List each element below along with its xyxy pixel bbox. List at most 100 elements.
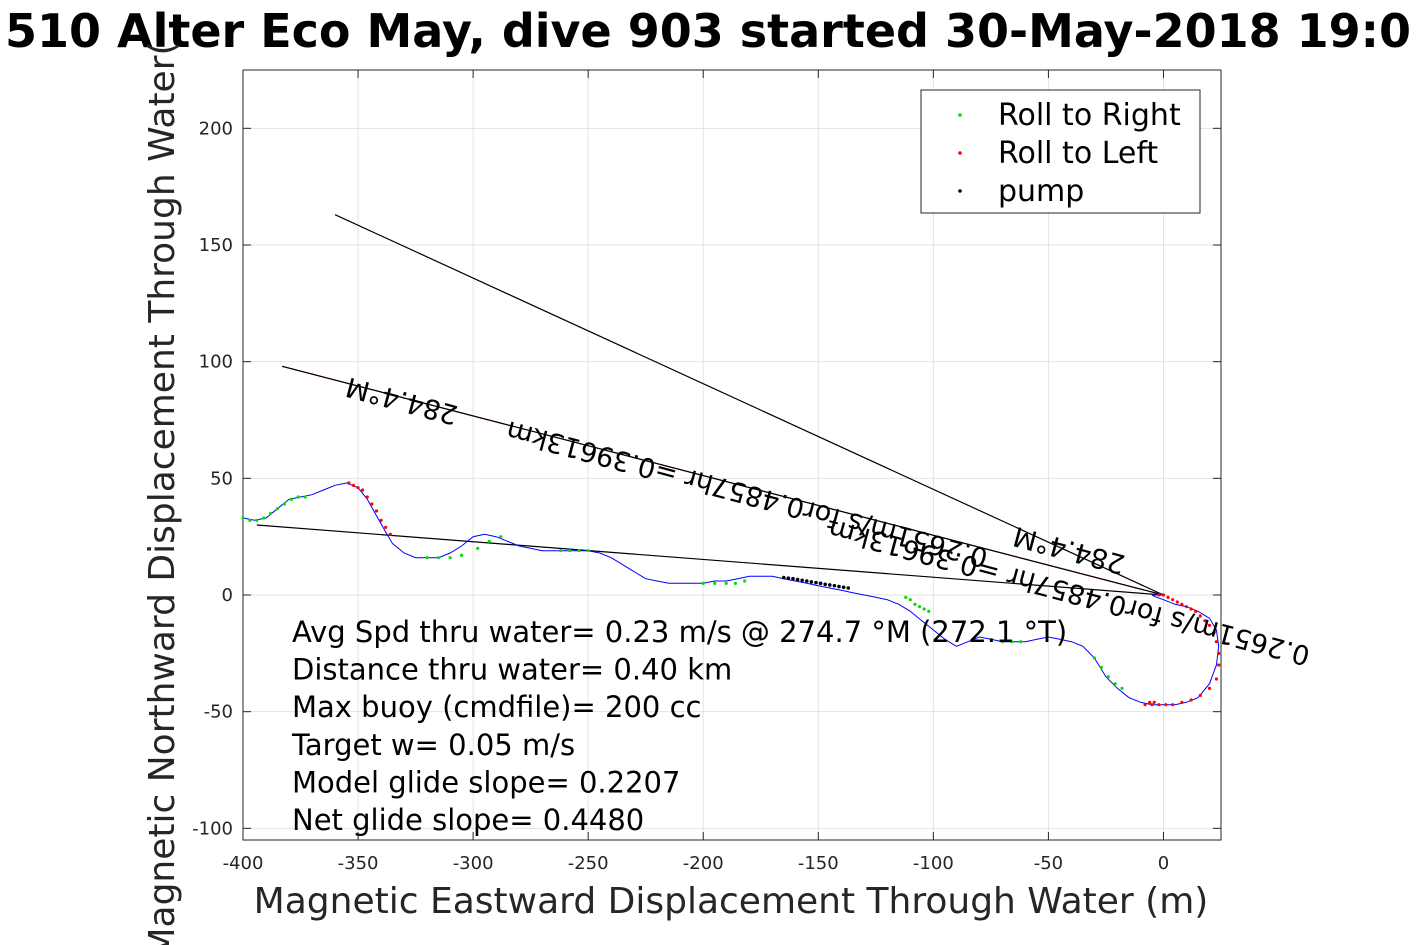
roll-right-point — [255, 518, 259, 522]
roll-right-point — [1106, 675, 1110, 679]
pump-point — [804, 579, 809, 583]
heading-line-lower — [256, 524, 1164, 596]
pump-point — [781, 575, 786, 580]
y-axis-label: Magnetic Northward Displacement Through … — [142, 41, 183, 945]
roll-right-point — [248, 518, 252, 522]
roll-right-point — [448, 556, 452, 560]
roll-right-point — [922, 607, 926, 611]
roll-left-point — [388, 532, 392, 536]
roll-right-point — [913, 602, 917, 606]
roll-right-point — [733, 581, 738, 585]
roll-left-point — [356, 486, 360, 490]
roll-right-point — [701, 581, 705, 585]
roll-left-point — [370, 502, 374, 506]
pump-point — [814, 580, 818, 585]
chart-title: 510 Alter Eco May, dive 903 started 30-M… — [5, 4, 1411, 58]
roll-left-point — [374, 509, 379, 513]
roll-left-point — [1143, 703, 1147, 707]
roll-left-point — [1198, 693, 1202, 697]
roll-right-point — [499, 535, 503, 539]
summary-annotations: Avg Spd thru water= 0.23 m/s @ 274.7 °M … — [291, 615, 1067, 837]
roll-right-point — [568, 549, 572, 553]
summary-line: Model glide slope= 0.2207 — [292, 765, 680, 799]
legend-box — [920, 89, 1201, 214]
legend-label-roll-right: Roll to Right — [998, 98, 1181, 133]
roll-left-point — [384, 525, 388, 529]
roll-left-point — [1203, 619, 1207, 623]
roll-left-point — [1161, 593, 1166, 597]
pump-point — [809, 580, 814, 584]
roll-right-point — [743, 579, 747, 583]
roll-left-point — [1198, 614, 1202, 618]
pump-point — [818, 581, 823, 586]
roll-left-point — [1164, 703, 1168, 707]
roll-right-point — [303, 495, 307, 499]
x-tick-label: 0 — [1158, 853, 1169, 874]
roll-left-point — [1189, 607, 1193, 611]
heading-lines — [256, 214, 1164, 596]
summary-line: Net glide slope= 0.4480 — [292, 803, 644, 837]
roll-left-point — [1175, 600, 1179, 604]
y-tick-label: 0 — [222, 585, 233, 606]
roll-right-point — [282, 502, 287, 506]
roll-left-point — [1207, 623, 1212, 627]
x-tick-label: -100 — [913, 853, 954, 874]
roll-left-point — [1152, 700, 1156, 704]
roll-right-point — [262, 516, 266, 520]
roll-right-point — [586, 549, 590, 553]
roll-right-point — [296, 495, 300, 499]
roll-left-point — [361, 488, 365, 492]
roll-right-point — [1120, 686, 1124, 690]
x-tick-label: -200 — [683, 853, 724, 874]
roll-right-point — [1113, 682, 1117, 686]
pump-point — [841, 585, 846, 590]
roll-right-point — [425, 556, 429, 560]
roll-right-point — [724, 581, 728, 585]
roll-left-point — [1180, 700, 1184, 704]
roll-left-point — [1217, 651, 1221, 655]
plot-area — [242, 69, 1222, 841]
roll-left-point — [1184, 605, 1189, 609]
legend-marker-pump — [958, 189, 962, 193]
legend-marker-roll-left — [958, 151, 962, 155]
roll-right-point — [476, 546, 480, 550]
pump-point — [837, 584, 841, 589]
roll-right-point — [269, 511, 273, 515]
x-tick-label: -400 — [223, 853, 264, 874]
pump-point — [786, 576, 791, 580]
roll-left-point — [351, 483, 356, 487]
roll-right-point — [1019, 640, 1023, 644]
roll-left-point — [1214, 677, 1218, 681]
roll-left-point — [1217, 663, 1221, 667]
legend-marker-roll-right — [958, 113, 962, 117]
x-tick-label: -300 — [453, 853, 494, 874]
pump-point — [846, 586, 851, 590]
pump-point — [800, 578, 804, 583]
x-tick-label: -150 — [798, 853, 839, 874]
y-tick-label: 150 — [199, 235, 233, 256]
roll-right-point — [460, 553, 464, 557]
roll-right-point — [1092, 656, 1097, 660]
roll-right-point — [1009, 640, 1014, 644]
legend: Roll to Right Roll to Left pump — [920, 89, 1201, 214]
roll-left-point — [1212, 630, 1216, 634]
roll-right-point — [437, 556, 441, 560]
roll-right-point — [558, 549, 563, 553]
roll-left-point — [1157, 703, 1161, 707]
y-tick-label: -50 — [204, 702, 233, 723]
heading-line-black — [281, 365, 1164, 596]
y-tick-label: 200 — [199, 118, 233, 139]
roll-left-point — [1214, 640, 1218, 644]
roll-left-point — [1171, 703, 1175, 707]
x-tick-label: -50 — [1034, 853, 1063, 874]
x-tick-label: -250 — [568, 853, 609, 874]
legend-label-roll-left: Roll to Left — [998, 136, 1158, 171]
y-tick-label: -100 — [192, 818, 233, 839]
summary-line: Distance thru water= 0.40 km — [292, 653, 732, 687]
roll-right-point — [1000, 640, 1004, 644]
pump-point — [823, 582, 827, 587]
roll-left-point — [1171, 598, 1175, 602]
roll-left-point — [1166, 595, 1170, 599]
x-tick-label: -350 — [338, 853, 379, 874]
